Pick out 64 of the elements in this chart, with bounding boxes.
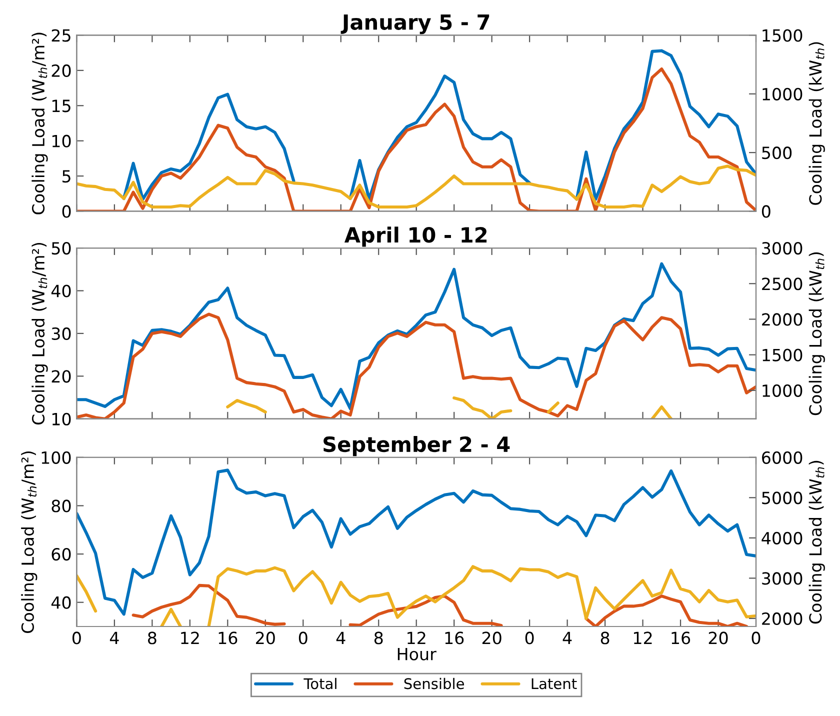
legend-label: Sensible — [404, 678, 464, 690]
x-tick-label: 0 — [72, 632, 81, 644]
y2-axis-title: Cooling Load (kW$_{th}$) — [808, 460, 825, 624]
y2-tick-label: 2500 — [762, 278, 802, 290]
x-tick-label: 16 — [218, 632, 238, 644]
y-tick-label: 40 — [51, 596, 71, 609]
y-axis-title: Cooling Load (W$_{th}$/m²) — [21, 451, 38, 634]
y-tick-label: 60 — [52, 548, 71, 561]
y2-axis-title: Cooling Load (kW$_{th}$) — [808, 42, 825, 205]
legend-label: Latent — [532, 678, 577, 690]
y-tick-label: 10 — [52, 412, 71, 426]
y-tick-label: 40 — [51, 284, 71, 298]
line-series — [76, 262, 756, 410]
y2-tick-label: 1500 — [762, 29, 802, 42]
y2-tick-label: 1000 — [762, 384, 802, 397]
y-tick-label: 30 — [52, 327, 71, 340]
chart-title: September 2 - 4 — [324, 436, 510, 456]
x-tick-label: 8 — [374, 632, 383, 644]
y2-axis-title: Cooling Load (kW$_{th}$) — [808, 252, 825, 416]
x-tick-label: 4 — [562, 632, 572, 644]
x-tick-label: 8 — [148, 632, 156, 644]
x-tick-label: 8 — [600, 632, 610, 644]
x-tick-label: 0 — [525, 632, 534, 644]
y-tick-label: 25 — [52, 29, 70, 42]
x-tick-label: 12 — [634, 632, 652, 644]
x-tick-label: 16 — [672, 632, 690, 644]
y2-tick-label: 1000 — [762, 88, 802, 100]
line-series — [76, 468, 756, 616]
x-tick-label: 4 — [336, 632, 346, 644]
legend-label: Total — [304, 678, 336, 690]
x-tick-label: 20 — [708, 632, 728, 644]
x-tick-label: 4 — [110, 632, 119, 644]
y-tick-label: 100 — [42, 451, 71, 464]
y2-tick-label: 0 — [762, 205, 770, 218]
x-tick-label: 0 — [752, 632, 760, 644]
y-tick-label: 80 — [52, 500, 71, 512]
x-tick-label: 12 — [408, 632, 426, 644]
y-tick-label: 10 — [52, 134, 71, 148]
y2-tick-label: 3000 — [762, 572, 802, 585]
y-tick-label: 20 — [52, 64, 71, 77]
y-tick-label: 5 — [62, 170, 70, 183]
y-tick-label: 0 — [62, 205, 71, 218]
x-tick-label: 16 — [445, 632, 464, 644]
x-axis-title: Hour — [398, 648, 436, 660]
y2-tick-label: 4000 — [762, 532, 802, 544]
x-tick-label: 20 — [482, 632, 502, 644]
y-tick-label: 20 — [52, 370, 71, 383]
y-tick-label: 15 — [52, 100, 70, 112]
x-tick-label: 20 — [256, 632, 275, 644]
y2-tick-label: 2000 — [762, 313, 802, 326]
y2-tick-label: 3000 — [762, 242, 802, 255]
x-tick-label: 0 — [298, 632, 308, 644]
y2-tick-label: 5000 — [762, 492, 802, 504]
chart-title: January 5 - 7 — [340, 14, 490, 34]
y2-tick-label: 2000 — [762, 612, 802, 626]
line-series — [76, 164, 756, 209]
y2-tick-label: 500 — [762, 146, 792, 160]
y-axis-title: Cooling Load (W$_{th}$/m²) — [32, 242, 48, 425]
y-tick-label: 50 — [52, 242, 71, 255]
chart-title: April 10 - 12 — [344, 226, 487, 247]
x-tick-label: 12 — [181, 632, 199, 644]
y-axis-title: Cooling Load (W$_{th}$/m²) — [32, 32, 48, 214]
y2-tick-label: 6000 — [762, 451, 802, 464]
y2-tick-label: 1500 — [762, 348, 802, 362]
